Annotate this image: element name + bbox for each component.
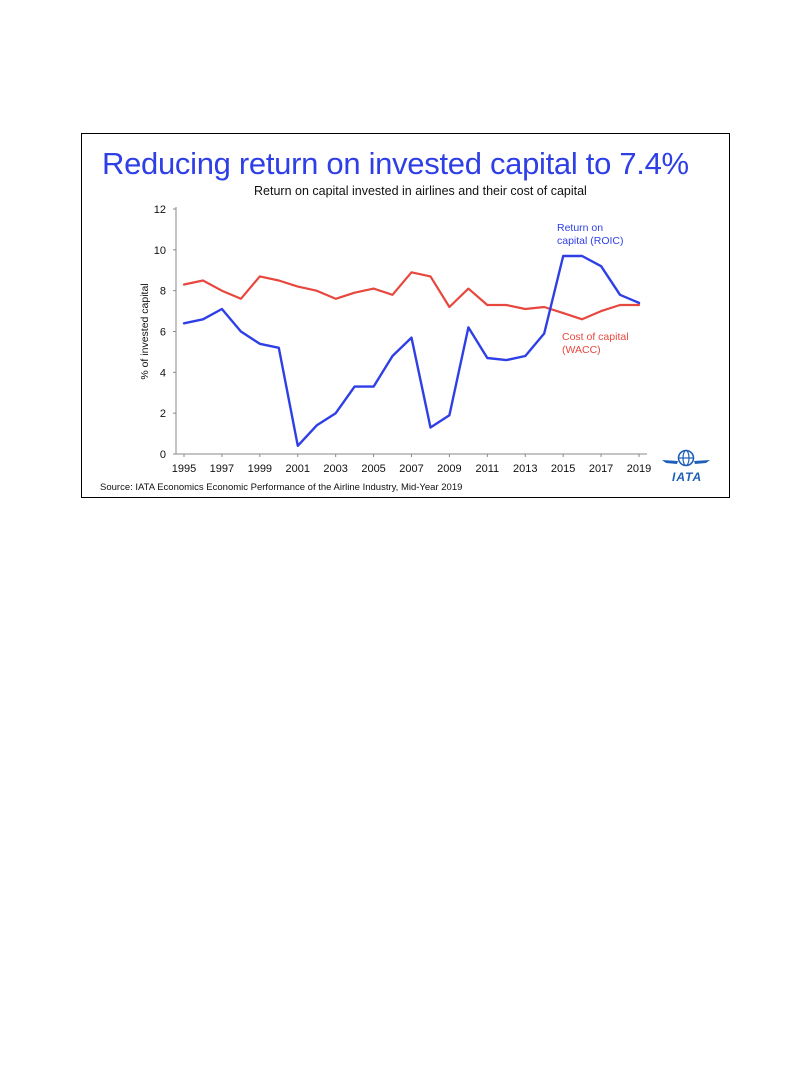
roic-series-label: Return on xyxy=(557,222,603,234)
x-tick-label: 2011 xyxy=(476,463,500,475)
x-tick-label: 2001 xyxy=(286,463,310,475)
x-tick-label: 2007 xyxy=(399,463,423,475)
x-tick-label: 1995 xyxy=(172,463,196,475)
x-tick-label: 1999 xyxy=(248,463,272,475)
x-tick-label: 2013 xyxy=(513,463,537,475)
x-tick-label: 2015 xyxy=(551,463,575,475)
chart-title: Reducing return on invested capital to 7… xyxy=(102,146,689,181)
y-tick-label: 6 xyxy=(160,327,166,339)
wacc-series-label: (WACC) xyxy=(562,344,601,356)
iata-globe-icon xyxy=(662,449,710,467)
y-axis-label: % of invested capital xyxy=(139,283,151,379)
wacc-series-line xyxy=(182,271,641,321)
y-tick-label: 12 xyxy=(154,204,166,216)
x-tick-label: 2003 xyxy=(323,463,347,475)
wacc-series-label: Cost of capital xyxy=(562,331,629,343)
line-chart: 0 2 4 6 8 10 12 1995 1997 1999 2001 2003 2005 2007 200… xyxy=(139,204,651,475)
iata-logo-text: IATA xyxy=(672,470,703,484)
roic-series-label: capital (ROIC) xyxy=(557,235,624,247)
chart-subtitle: Return on capital invested in airlines a… xyxy=(254,184,587,198)
chart-series xyxy=(182,254,641,447)
x-tick-label: 2017 xyxy=(589,463,613,475)
x-tick-label: 2019 xyxy=(627,463,651,475)
x-tick-label: 1997 xyxy=(210,463,234,475)
chart-frame: Reducing return on invested capital to 7… xyxy=(81,133,730,498)
y-tick-label: 2 xyxy=(160,408,166,420)
y-tick-label: 8 xyxy=(160,286,166,298)
y-tick-label: 4 xyxy=(160,367,166,379)
y-tick-label: 0 xyxy=(160,449,166,461)
x-tick-label: 2005 xyxy=(361,463,385,475)
x-tick-label: 2009 xyxy=(437,463,461,475)
chart-axes: 0 2 4 6 8 10 12 1995 1997 1999 2001 2003 2005 2007 200… xyxy=(139,204,651,475)
y-tick-label: 10 xyxy=(154,245,166,257)
source-note: Source: IATA Economics Economic Performa… xyxy=(100,482,463,493)
